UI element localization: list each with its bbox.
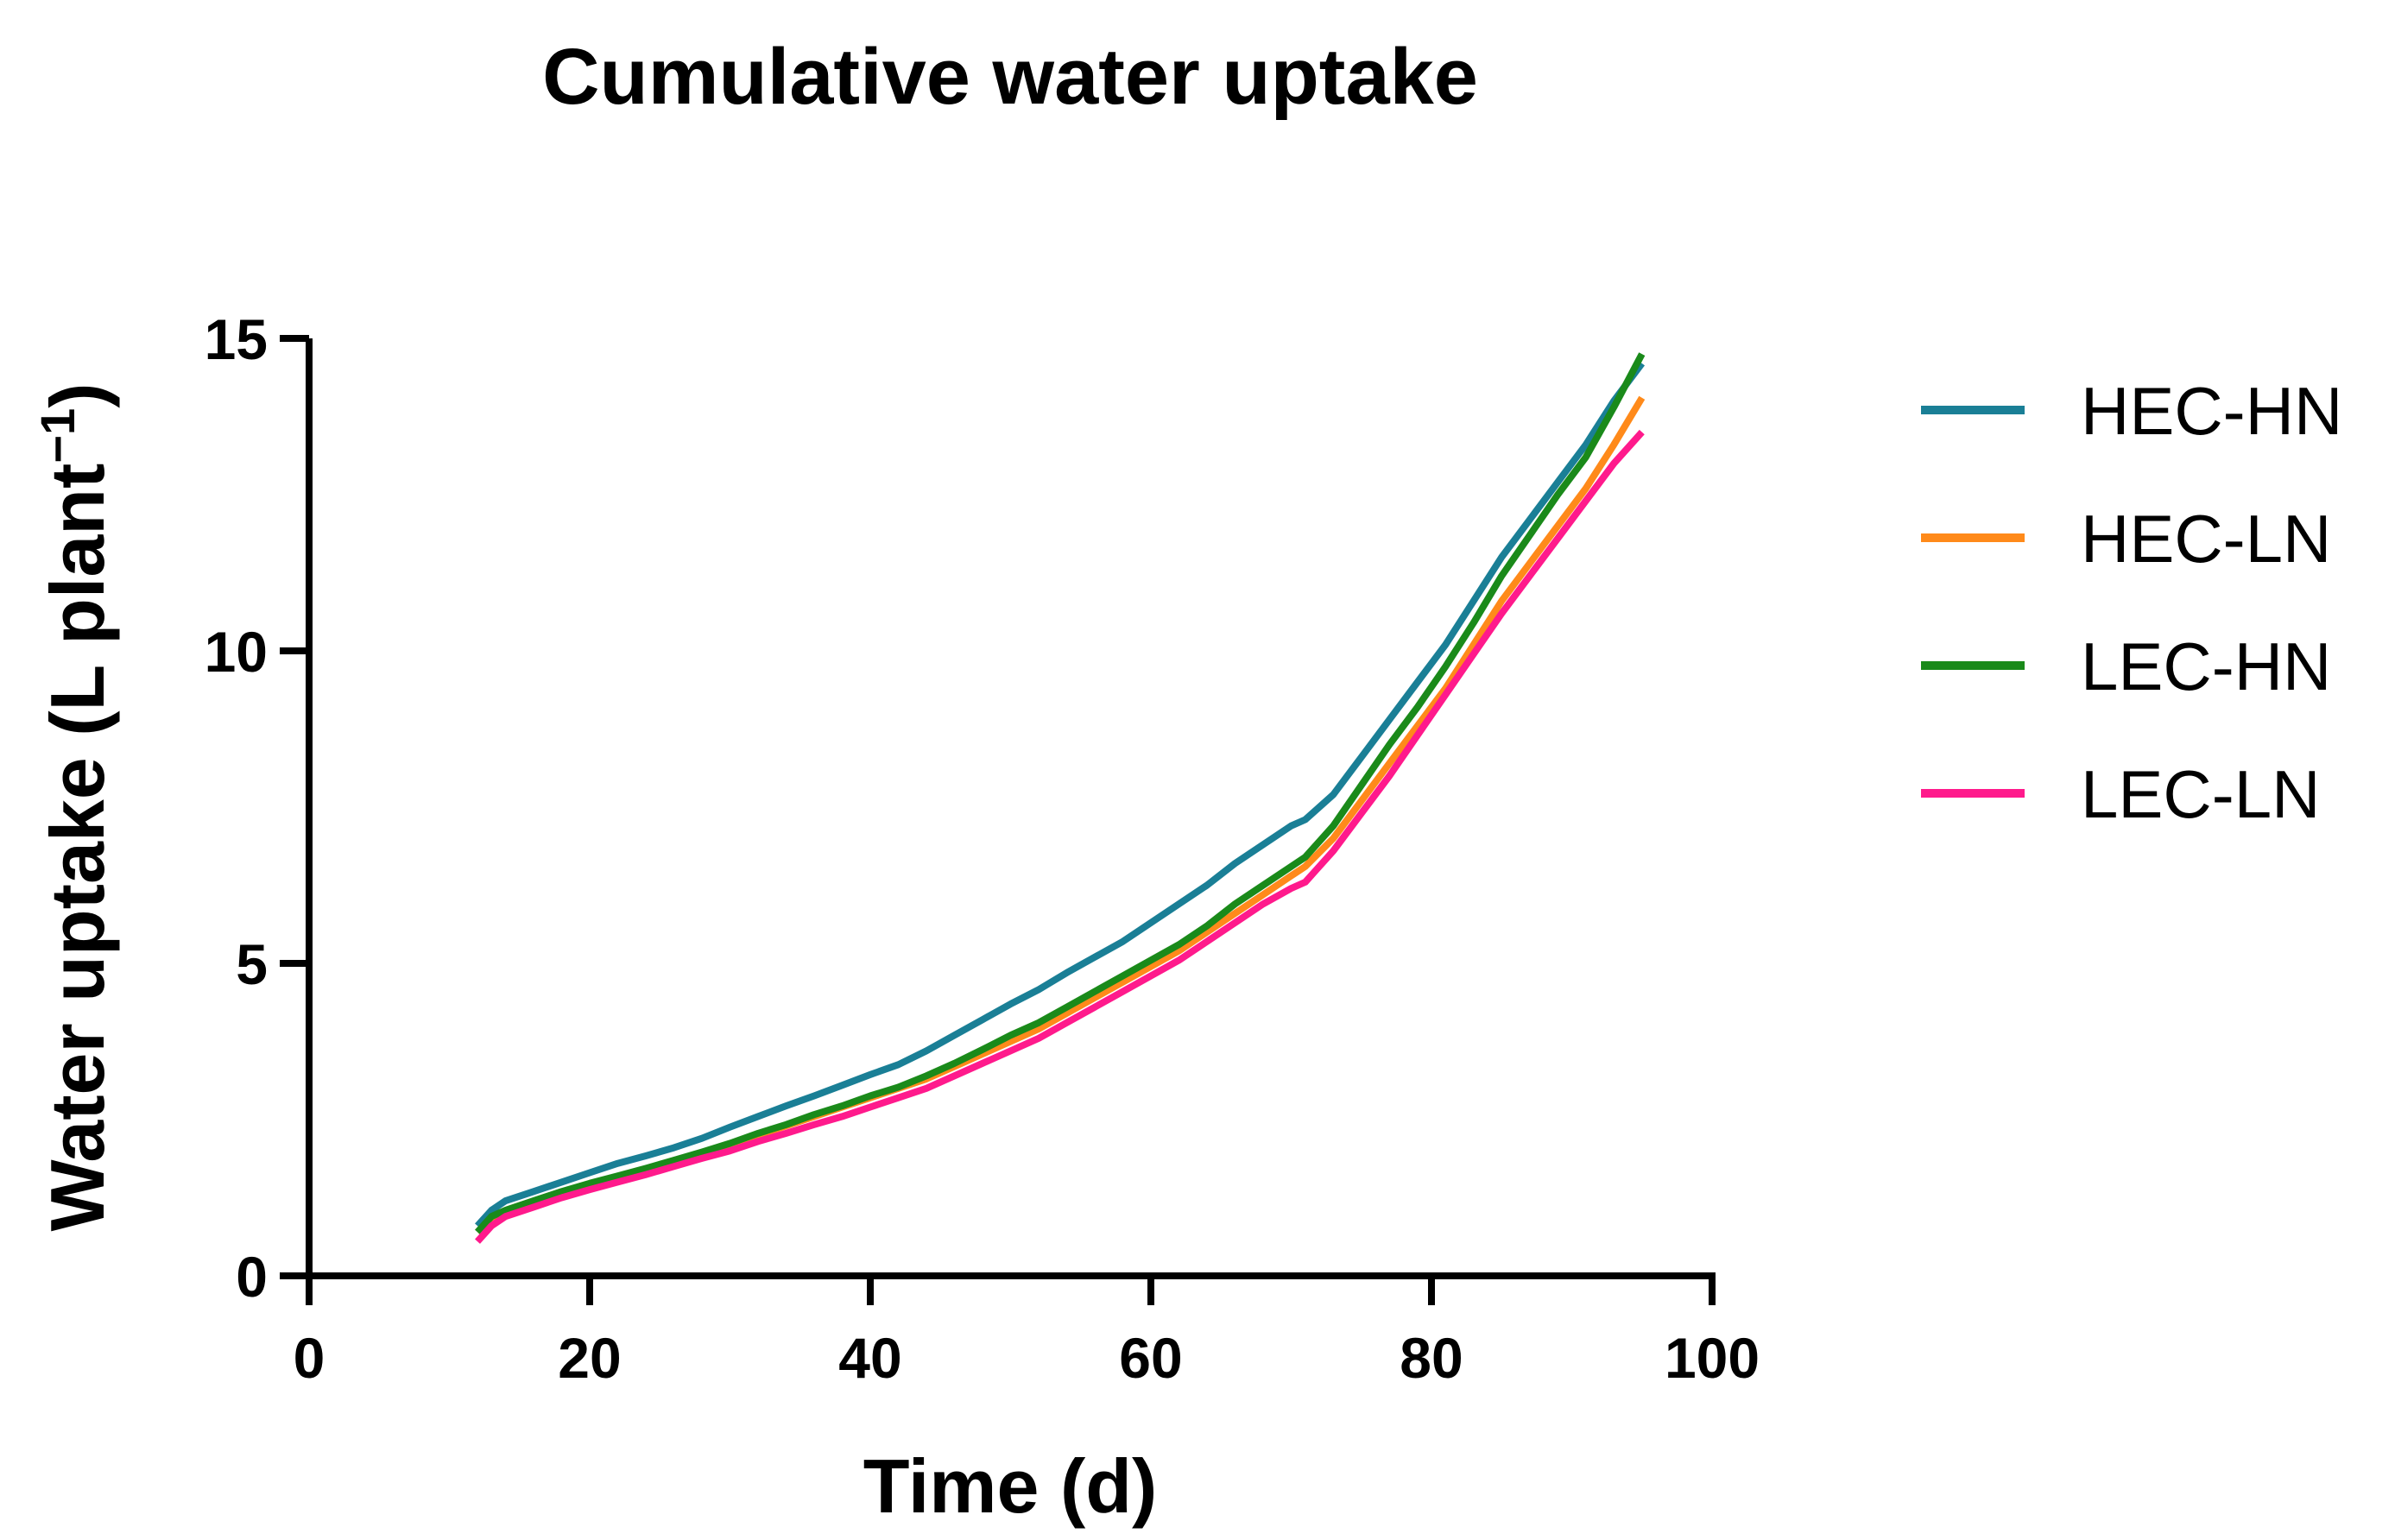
legend-label: HEC-LN — [2081, 501, 2331, 577]
x-tick-label: 100 — [1665, 1326, 1760, 1390]
y-axis-label-main: Water uptake (L plant — [35, 464, 120, 1232]
series-line-lec-hn — [475, 352, 1646, 1234]
y-tick-label: 0 — [236, 1245, 268, 1309]
x-tick-label: 80 — [1400, 1326, 1463, 1390]
y-tick-label: 10 — [205, 620, 268, 684]
x-tick-label: 20 — [558, 1326, 621, 1390]
chart-title: Cumulative water uptake — [542, 33, 1478, 121]
series-layer — [475, 352, 1646, 1244]
series-line-hec-hn — [475, 361, 1646, 1228]
y-ticks: 0 5 10 15 — [205, 307, 309, 1309]
y-axis-label: Water uptake (L plant−1) — [30, 382, 120, 1231]
legend-label: HEC-HN — [2081, 373, 2342, 449]
y-tick-label: 15 — [205, 307, 268, 371]
y-axis-label-close: ) — [35, 382, 120, 407]
x-tick-label: 60 — [1119, 1326, 1182, 1390]
legend-label: LEC-LN — [2081, 756, 2320, 832]
series-line-hec-ln — [475, 395, 1646, 1235]
x-ticks: 0 20 40 60 80 100 — [294, 1276, 1760, 1390]
legend: HEC-HN HEC-LN LEC-HN LEC-LN — [1921, 373, 2342, 832]
x-axis-label: Time (d) — [863, 1443, 1158, 1529]
legend-label: LEC-HN — [2081, 628, 2331, 704]
y-tick-label: 5 — [236, 932, 268, 996]
x-tick-label: 0 — [294, 1326, 325, 1390]
series-line-lec-ln — [475, 429, 1645, 1244]
x-tick-label: 40 — [838, 1326, 901, 1390]
y-axis-label-exponent: −1 — [30, 408, 85, 464]
